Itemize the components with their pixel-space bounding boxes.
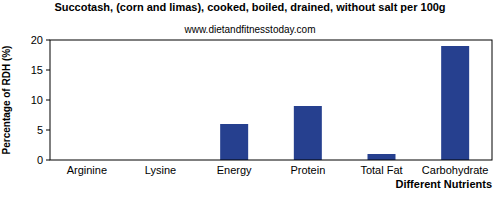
x-tick-label: Arginine [67,164,107,176]
y-tick [46,130,50,131]
y-tick-label: 10 [31,94,43,106]
bar [294,106,322,160]
x-axis-label: Different Nutrients [395,178,492,190]
plot-frame [50,40,492,160]
x-tick-label: Protein [290,164,325,176]
x-tick-label: Lysine [145,164,176,176]
bar [368,154,396,160]
y-tick [46,40,50,41]
chart-root: Succotash, (corn and limas), cooked, boi… [0,0,500,200]
bar [441,46,469,160]
title: Succotash, (corn and limas), cooked, boi… [54,1,445,13]
y-tick-label: 5 [37,124,43,136]
x-tick-label: Total Fat [360,164,402,176]
subtitle: www.dietandfitnesstoday.com [184,24,316,35]
y-tick-label: 20 [31,34,43,46]
bar [220,124,248,160]
x-tick-label: Carbohydrate [422,164,489,176]
x-tick-label: Energy [217,164,252,176]
y-tick [46,160,50,161]
y-axis-label: Percentage of RDH (%) [1,46,12,155]
chart-svg: Succotash, (corn and limas), cooked, boi… [0,0,500,200]
y-tick [46,100,50,101]
y-tick-label: 0 [37,154,43,166]
y-tick [46,70,50,71]
bars [220,46,469,160]
y-tick-label: 15 [31,64,43,76]
